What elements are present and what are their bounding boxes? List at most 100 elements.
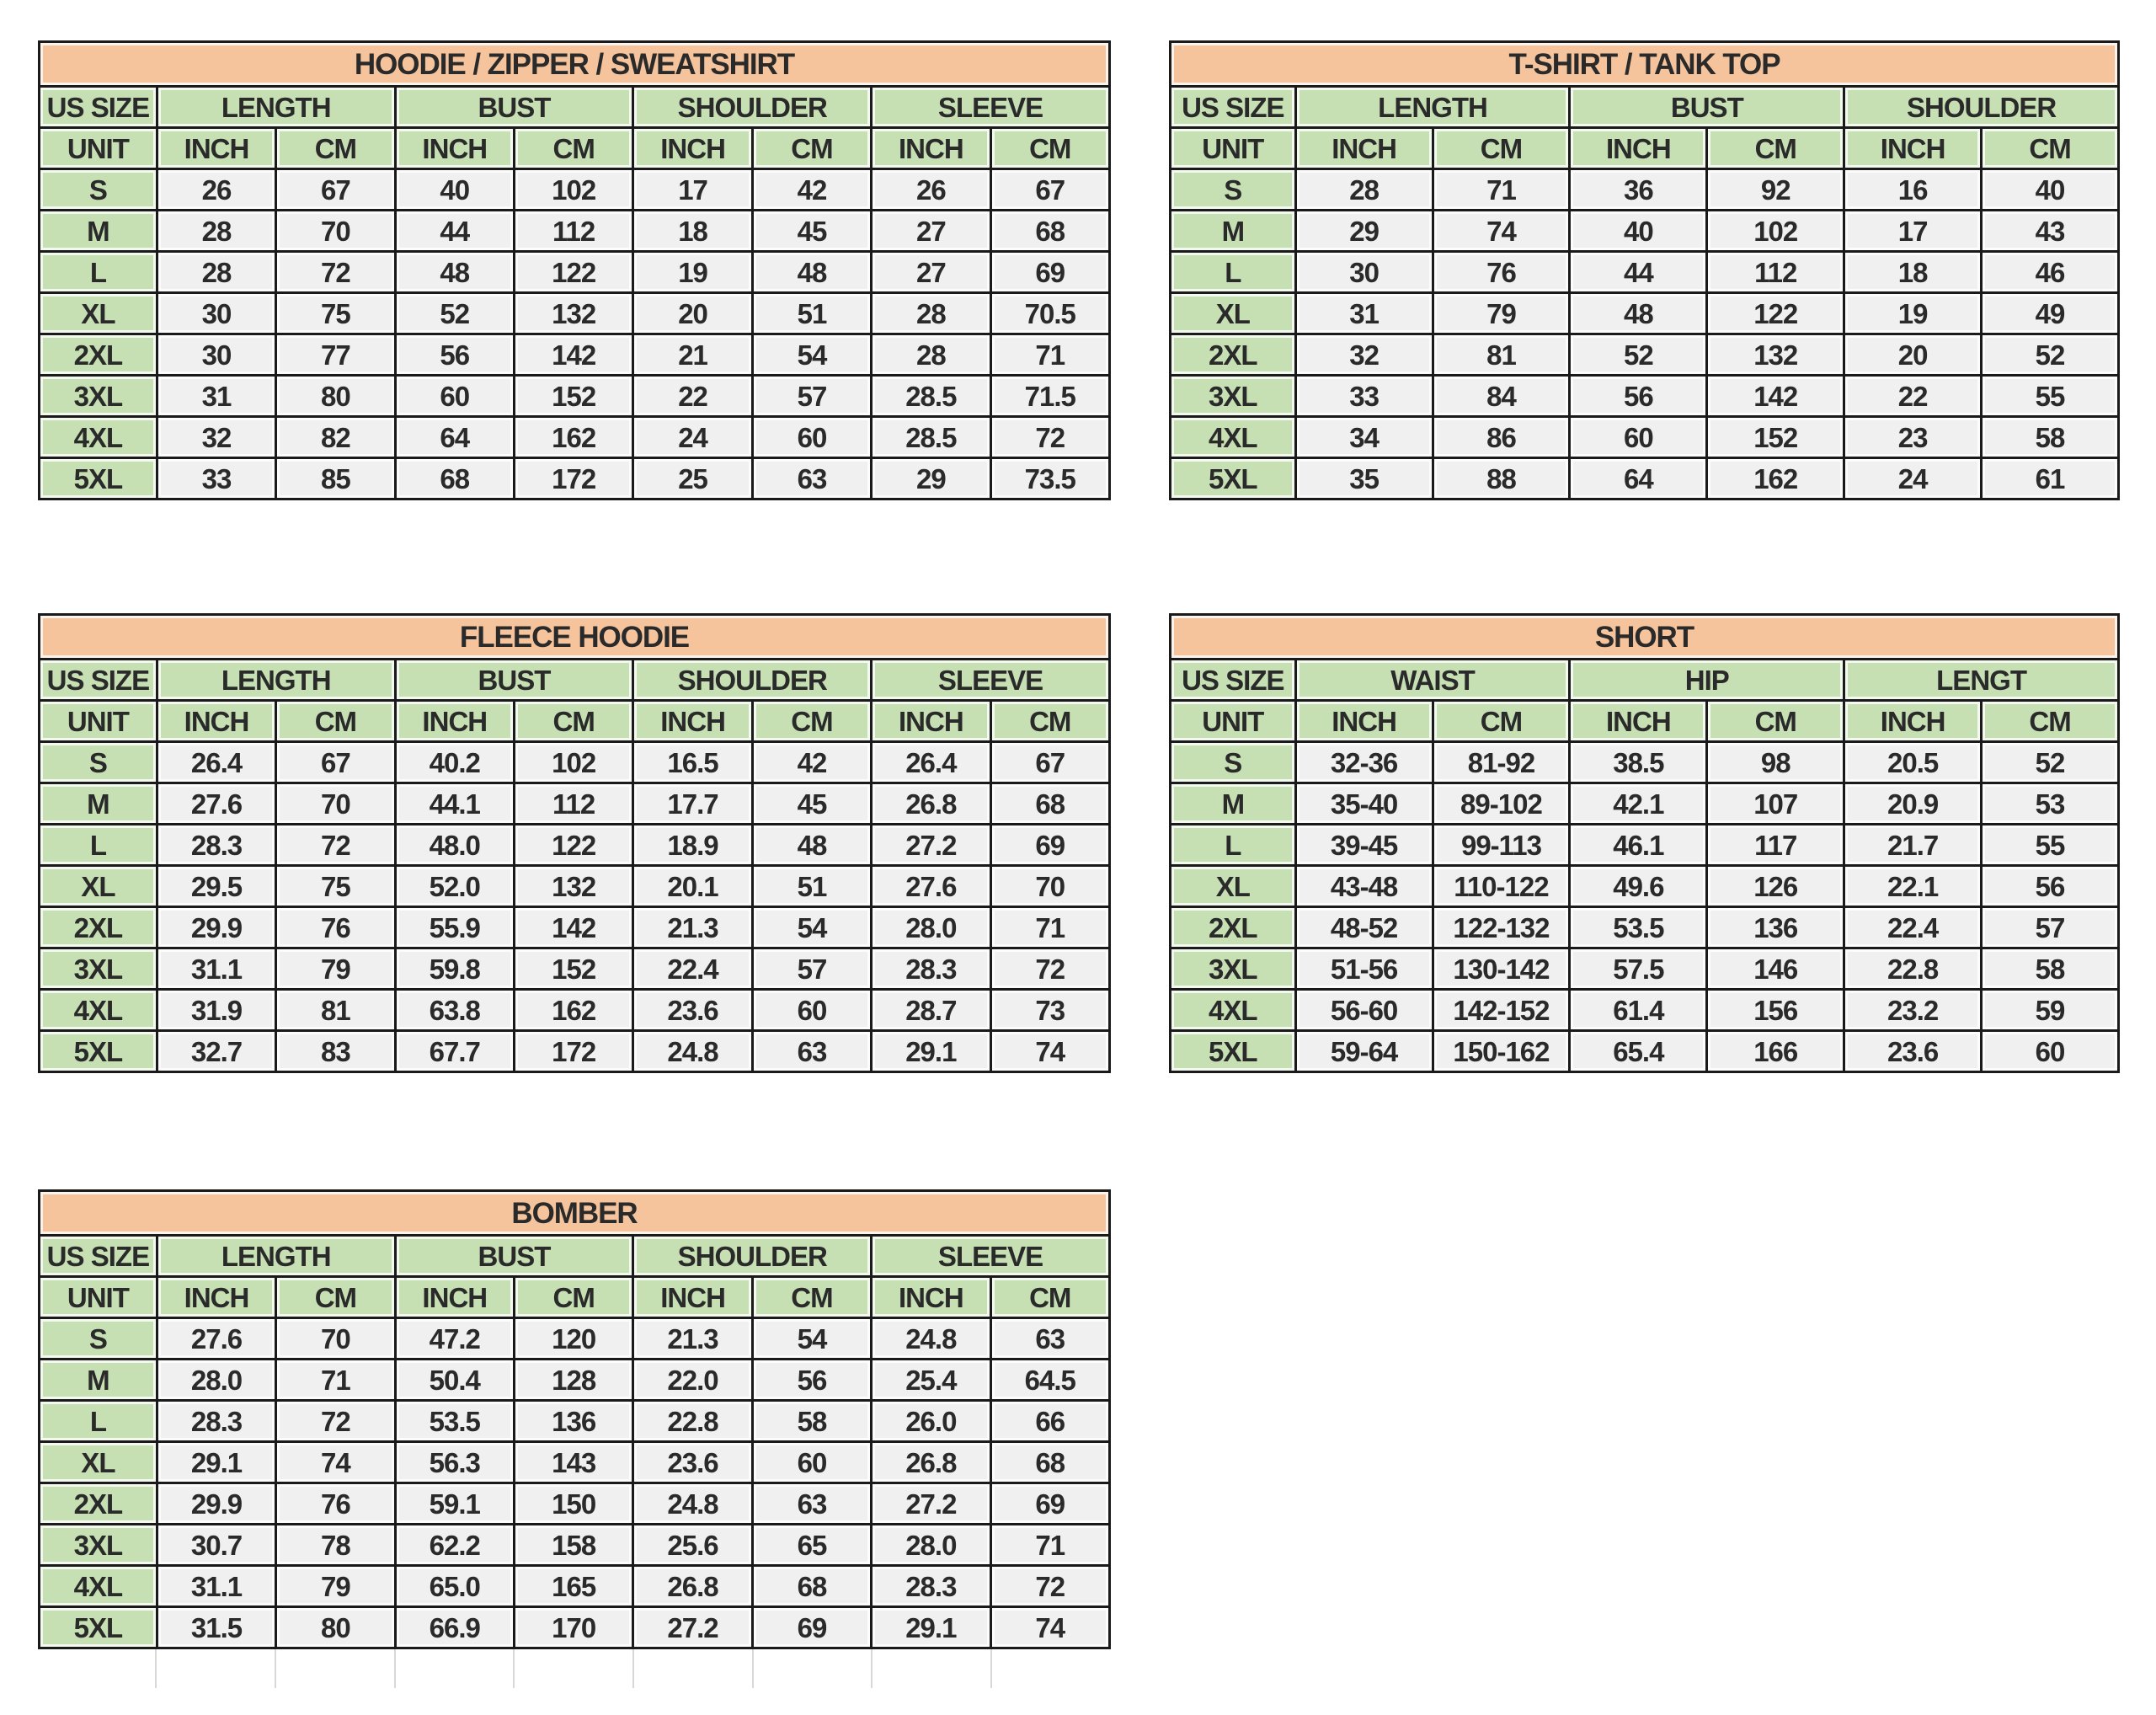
- inch-header: INCH: [1568, 126, 1709, 170]
- measurement-value: 40: [393, 168, 515, 211]
- measure-header: LENGTH: [155, 1234, 397, 1278]
- measurement-value: 42: [750, 740, 873, 784]
- size-chart-bomber: BOMBER US SIZE LENGTH BUST SHOULDER SLEEVE UNI…: [38, 1189, 1112, 1688]
- measurement-value: 35-40: [1294, 782, 1434, 825]
- measurement-value: 33: [155, 457, 278, 500]
- measurement-value: 72: [275, 250, 397, 294]
- measurement-value: 86: [1431, 415, 1572, 459]
- measurement-value: 143: [512, 1440, 635, 1484]
- measurement-value: 75: [275, 291, 397, 335]
- measurement-value: 32: [1294, 333, 1434, 377]
- measurement-value: 67.7: [393, 1029, 515, 1073]
- cm-header: CM: [275, 1275, 397, 1319]
- inch-header: INCH: [870, 126, 992, 170]
- measurement-value: 28.0: [870, 1523, 992, 1567]
- measurement-value: 156: [1705, 988, 1846, 1032]
- measurement-value: 73: [989, 988, 1112, 1032]
- measurement-value: 68: [393, 457, 515, 500]
- size-label: 5XL: [1169, 457, 1297, 500]
- measurement-value: 21: [632, 333, 754, 377]
- measurement-value: 72: [989, 1564, 1112, 1608]
- measurement-value: 23.6: [632, 1440, 754, 1484]
- measurement-value: 64.5: [989, 1358, 1112, 1402]
- us-size-header: US SIZE: [38, 1234, 158, 1278]
- measurement-value: 60: [750, 415, 873, 459]
- measurement-value: 27: [870, 209, 992, 253]
- measurement-value: 58: [750, 1399, 873, 1443]
- measurement-value: 22.8: [1843, 947, 1983, 991]
- inch-header: INCH: [1568, 699, 1709, 743]
- measurement-value: 33: [1294, 374, 1434, 418]
- measure-header: BUST: [1568, 85, 1846, 129]
- measurement-value: 39-45: [1294, 823, 1434, 867]
- measurement-value: 69: [989, 823, 1112, 867]
- unit-header: UNIT: [38, 126, 158, 170]
- measure-header: SLEEVE: [870, 1234, 1111, 1278]
- measurement-value: 29: [870, 457, 992, 500]
- measure-header: BUST: [393, 85, 635, 129]
- size-label: 5XL: [38, 1029, 158, 1073]
- measurement-value: 56-60: [1294, 988, 1434, 1032]
- measure-header: SHOULDER: [632, 85, 873, 129]
- measurement-value: 49.6: [1568, 864, 1709, 908]
- measurement-value: 26: [155, 168, 278, 211]
- measurement-value: 74: [989, 1605, 1112, 1649]
- table-row: 3XL 33 84 56 142 22 55: [1169, 374, 2120, 418]
- measure-header: HIP: [1568, 658, 1846, 702]
- us-size-header: US SIZE: [1169, 658, 1297, 702]
- cm-header: CM: [750, 1275, 873, 1319]
- measurement-value: 60: [750, 1440, 873, 1484]
- measurement-value: 132: [1705, 333, 1846, 377]
- measurement-value: 29.9: [155, 1482, 278, 1525]
- measurement-value: 60: [393, 374, 515, 418]
- measurement-value: 28: [870, 333, 992, 377]
- measurement-value: 130-142: [1431, 947, 1572, 991]
- size-chart-hoodie-zipper-sweatshirt: HOODIE / ZIPPER / SWEATSHIRT US SIZE LENGT…: [38, 40, 1112, 500]
- measurement-value: 56: [1568, 374, 1709, 418]
- table-row: S 32-36 81-92 38.5 98 20.5 52: [1169, 740, 2120, 784]
- size-label: 3XL: [38, 374, 158, 418]
- measurement-value: 63: [750, 1482, 873, 1525]
- inch-header: INCH: [393, 126, 515, 170]
- measurement-value: 64: [393, 415, 515, 459]
- measurement-value: 77: [275, 333, 397, 377]
- measurement-value: 23.2: [1843, 988, 1983, 1032]
- table-row: L 30 76 44 112 18 46: [1169, 250, 2120, 294]
- size-label: S: [38, 168, 158, 211]
- measurement-value: 27.6: [155, 1317, 278, 1360]
- cm-header: CM: [512, 1275, 635, 1319]
- measurement-value: 142-152: [1431, 988, 1572, 1032]
- cm-header: CM: [1705, 699, 1846, 743]
- measurement-value: 63: [750, 457, 873, 500]
- measure-header: SLEEVE: [870, 85, 1111, 129]
- size-label: 5XL: [1169, 1029, 1297, 1073]
- measurement-value: 32.7: [155, 1029, 278, 1073]
- measurement-value: 67: [275, 168, 397, 211]
- size-label: 4XL: [38, 415, 158, 459]
- table-row: M 28.0 71 50.4 128 22.0 56 25.4 64.5: [38, 1358, 1112, 1402]
- measurement-value: 67: [989, 740, 1112, 784]
- size-label: 2XL: [1169, 333, 1297, 377]
- measurement-value: 69: [989, 1482, 1112, 1525]
- size-label: L: [38, 250, 158, 294]
- measurement-value: 112: [512, 782, 635, 825]
- measurement-value: 150-162: [1431, 1029, 1572, 1073]
- size-label: 5XL: [38, 457, 158, 500]
- measurement-value: 67: [989, 168, 1112, 211]
- measurement-value: 50.4: [393, 1358, 515, 1402]
- table-row: 2XL 48-52 122-132 53.5 136 22.4 57: [1169, 906, 2120, 949]
- table-row: XL 29.1 74 56.3 143 23.6 60 26.8 68: [38, 1440, 1112, 1484]
- cm-header: CM: [1980, 126, 2120, 170]
- measurement-value: 63: [750, 1029, 873, 1073]
- measurement-value: 28.0: [870, 906, 992, 949]
- size-label: S: [1169, 168, 1297, 211]
- measurement-value: 29.9: [155, 906, 278, 949]
- measurement-value: 19: [632, 250, 754, 294]
- measurement-value: 170: [512, 1605, 635, 1649]
- measurement-value: 27.6: [870, 864, 992, 908]
- cm-header: CM: [1431, 126, 1572, 170]
- measurement-value: 88: [1431, 457, 1572, 500]
- measurement-value: 30.7: [155, 1523, 278, 1567]
- measurement-value: 31.5: [155, 1605, 278, 1649]
- measurement-value: 48.0: [393, 823, 515, 867]
